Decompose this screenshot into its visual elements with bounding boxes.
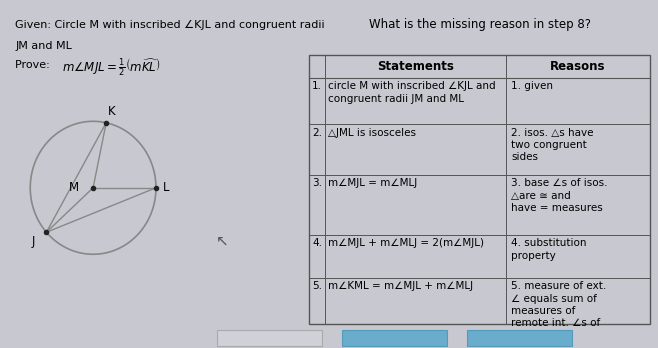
Text: m∠MJL = m∠MLJ: m∠MJL = m∠MLJ (328, 178, 417, 188)
Text: What is the missing reason in step 8?: What is the missing reason in step 8? (368, 18, 591, 31)
Text: Given: Circle M with inscribed ∠KJL and congruent radii: Given: Circle M with inscribed ∠KJL and … (15, 20, 325, 30)
Text: 5. measure of ext.
∠ equals sum of
measures of
remote int. ∠s of: 5. measure of ext. ∠ equals sum of measu… (511, 281, 606, 329)
Text: 3.: 3. (313, 178, 322, 188)
Text: Reasons: Reasons (550, 60, 605, 73)
Text: M: M (68, 181, 79, 194)
Text: J: J (31, 235, 35, 248)
Text: 1.: 1. (313, 81, 322, 92)
Text: JM and ML: JM and ML (15, 40, 72, 50)
Bar (342, 330, 447, 346)
Bar (217, 330, 322, 346)
Text: Statements: Statements (377, 60, 454, 73)
Text: △JML is isosceles: △JML is isosceles (328, 128, 416, 137)
Bar (467, 330, 572, 346)
Text: L: L (163, 181, 170, 194)
Text: circle M with inscribed ∠KJL and
congruent radii JM and ML: circle M with inscribed ∠KJL and congrue… (328, 81, 495, 104)
Text: m∠MJL + m∠MLJ = 2(m∠MJL): m∠MJL + m∠MLJ = 2(m∠MJL) (328, 238, 484, 248)
Text: 1. given: 1. given (511, 81, 553, 92)
Text: m∠KML = m∠MJL + m∠MLJ: m∠KML = m∠MJL + m∠MLJ (328, 281, 473, 291)
Text: 2.: 2. (313, 128, 322, 137)
Text: $m\angle MJL = \frac{1}{2}\left(m\widehat{KL}\right)$: $m\angle MJL = \frac{1}{2}\left(m\wideha… (62, 56, 161, 78)
Text: 5.: 5. (313, 281, 322, 291)
Text: 2. isos. △s have
two congruent
sides: 2. isos. △s have two congruent sides (511, 128, 594, 163)
Text: 4. substitution
property: 4. substitution property (511, 238, 586, 261)
Text: ↖: ↖ (215, 234, 228, 249)
Text: Prove:: Prove: (15, 60, 53, 70)
Text: 3. base ∠s of isos.
△are ≅ and
have = measures: 3. base ∠s of isos. △are ≅ and have = me… (511, 178, 607, 213)
Text: K: K (109, 105, 116, 118)
Text: 4.: 4. (313, 238, 322, 248)
Bar (309, 55, 650, 324)
